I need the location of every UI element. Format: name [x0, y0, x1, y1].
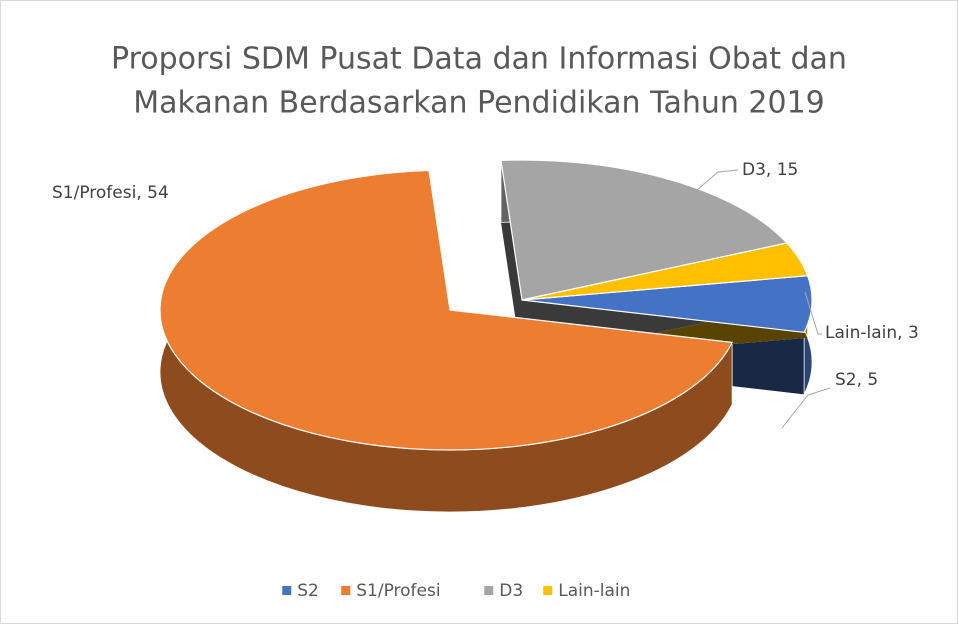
data-label: S1/Profesi, 54 [52, 183, 169, 203]
legend-swatch [341, 586, 351, 595]
legend-label: D3 [499, 581, 523, 601]
slice [159, 169, 734, 451]
slice [521, 242, 809, 301]
legend-label: S1/Profesi [356, 581, 440, 601]
slice [521, 275, 813, 334]
legend: S2 S1/Profesi D3 Lain-lain [282, 581, 630, 601]
chart-title: Proporsi SDM Pusat Data dan Informasi Ob… [111, 42, 847, 77]
legend-swatch [484, 586, 494, 595]
chart-title: Makanan Berdasarkan Pendidikan Tahun 201… [133, 86, 825, 121]
leader-line [804, 291, 822, 335]
data-label: D3, 15 [742, 160, 798, 180]
leader-line [689, 169, 739, 197]
data-label: Lain-lain, 3 [825, 323, 919, 343]
slice [500, 159, 789, 301]
legend-label: Lain-lain [558, 581, 630, 601]
leader-line [781, 387, 831, 429]
data-label: S2, 5 [835, 370, 878, 390]
legend-swatch [543, 586, 553, 595]
legend-label: S2 [297, 581, 319, 601]
legend-swatch [282, 586, 292, 595]
